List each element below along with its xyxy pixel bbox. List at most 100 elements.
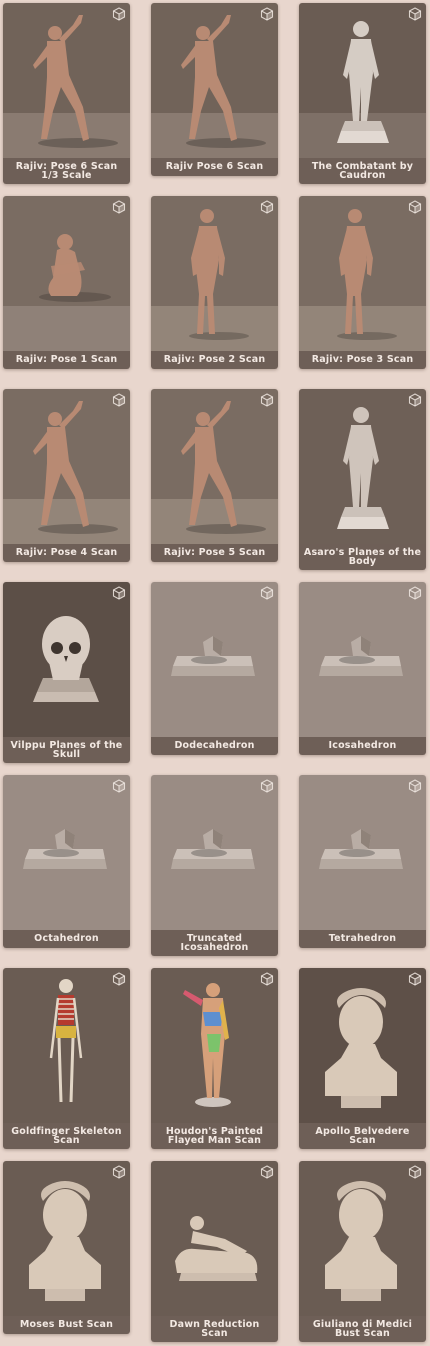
- model-title: Asaro's Planes of the Body: [299, 544, 426, 570]
- model-thumbnail: [299, 582, 426, 737]
- model-card[interactable]: Rajiv: Pose 5 Scan: [151, 389, 278, 562]
- model-preview: [3, 3, 130, 158]
- model-card[interactable]: Giuliano di Medici Bust Scan: [299, 1161, 426, 1342]
- model-card[interactable]: Asaro's Planes of the Body: [299, 389, 426, 570]
- model-card[interactable]: Icosahedron: [299, 582, 426, 755]
- model-thumbnail: [151, 968, 278, 1123]
- cube-icon: [408, 972, 422, 986]
- model-thumbnail: [151, 1161, 278, 1316]
- model-card[interactable]: Vilppu Planes of the Skull: [3, 582, 130, 763]
- model-card[interactable]: Truncated Icosahedron: [151, 775, 278, 956]
- model-preview: [3, 775, 130, 930]
- model-title: Rajiv: Pose 1 Scan: [3, 351, 130, 369]
- model-card[interactable]: Apollo Belvedere Scan: [299, 968, 426, 1149]
- model-title: Dodecahedron: [151, 737, 278, 755]
- model-preview: [299, 968, 426, 1123]
- cube-icon: [112, 393, 126, 407]
- model-preview: [299, 3, 426, 158]
- model-title: Rajiv: Pose 5 Scan: [151, 544, 278, 562]
- model-card[interactable]: The Combatant by Caudron: [299, 3, 426, 184]
- model-card[interactable]: Rajiv Pose 6 Scan: [151, 3, 278, 176]
- model-title: Rajiv: Pose 2 Scan: [151, 351, 278, 369]
- model-thumbnail: [151, 775, 278, 930]
- model-preview: [3, 582, 130, 737]
- model-title: Giuliano di Medici Bust Scan: [299, 1316, 426, 1342]
- model-thumbnail: [299, 775, 426, 930]
- model-title: Icosahedron: [299, 737, 426, 755]
- cube-icon: [408, 779, 422, 793]
- cube-icon: [112, 7, 126, 21]
- cube-icon: [260, 586, 274, 600]
- model-card[interactable]: Rajiv: Pose 6 Scan 1/3 Scale: [3, 3, 130, 184]
- cube-icon: [408, 1165, 422, 1179]
- cube-icon: [112, 200, 126, 214]
- model-preview: [3, 196, 130, 351]
- model-thumbnail: [299, 1161, 426, 1316]
- model-card[interactable]: Tetrahedron: [299, 775, 426, 948]
- model-card[interactable]: Octahedron: [3, 775, 130, 948]
- model-card[interactable]: Rajiv: Pose 2 Scan: [151, 196, 278, 369]
- model-preview: [151, 3, 278, 158]
- model-thumbnail: [151, 3, 278, 158]
- model-title: Rajiv: Pose 3 Scan: [299, 351, 426, 369]
- cube-icon: [408, 7, 422, 21]
- model-card[interactable]: Goldfinger Skeleton Scan: [3, 968, 130, 1149]
- cube-icon: [112, 1165, 126, 1179]
- model-card[interactable]: Dodecahedron: [151, 582, 278, 755]
- cube-icon: [260, 972, 274, 986]
- model-preview: [151, 196, 278, 351]
- cube-icon: [260, 779, 274, 793]
- cube-icon: [408, 200, 422, 214]
- model-preview: [299, 775, 426, 930]
- model-preview: [3, 1161, 130, 1316]
- model-title: Rajiv: Pose 6 Scan 1/3 Scale: [3, 158, 130, 184]
- model-title: Tetrahedron: [299, 930, 426, 948]
- model-thumbnail: [3, 775, 130, 930]
- model-title: Rajiv: Pose 4 Scan: [3, 544, 130, 562]
- model-card[interactable]: Rajiv: Pose 1 Scan: [3, 196, 130, 369]
- cube-icon: [260, 7, 274, 21]
- model-thumbnail: [3, 968, 130, 1123]
- model-thumbnail: [3, 389, 130, 544]
- model-card[interactable]: Dawn Reduction Scan: [151, 1161, 278, 1342]
- model-card[interactable]: Moses Bust Scan: [3, 1161, 130, 1334]
- model-title: Rajiv Pose 6 Scan: [151, 158, 278, 176]
- model-title: Moses Bust Scan: [3, 1316, 130, 1334]
- model-preview: [151, 968, 278, 1123]
- cube-icon: [112, 779, 126, 793]
- model-title: Vilppu Planes of the Skull: [3, 737, 130, 763]
- model-preview: [151, 1161, 278, 1316]
- model-title: Houdon's Painted Flayed Man Scan: [151, 1123, 278, 1149]
- model-thumbnail: [151, 582, 278, 737]
- model-preview: [299, 1161, 426, 1316]
- cube-icon: [260, 393, 274, 407]
- model-preview: [151, 389, 278, 544]
- model-thumbnail: [151, 196, 278, 351]
- cube-icon: [408, 393, 422, 407]
- model-title: Truncated Icosahedron: [151, 930, 278, 956]
- model-thumbnail: [3, 3, 130, 158]
- model-thumbnail: [3, 1161, 130, 1316]
- model-card[interactable]: Houdon's Painted Flayed Man Scan: [151, 968, 278, 1149]
- model-thumbnail: [3, 196, 130, 351]
- cube-icon: [408, 586, 422, 600]
- model-thumbnail: [299, 389, 426, 544]
- model-preview: [299, 582, 426, 737]
- cube-icon: [112, 586, 126, 600]
- model-title: Dawn Reduction Scan: [151, 1316, 278, 1342]
- model-preview: [151, 582, 278, 737]
- cube-icon: [112, 972, 126, 986]
- model-title: Octahedron: [3, 930, 130, 948]
- model-card[interactable]: Rajiv: Pose 3 Scan: [299, 196, 426, 369]
- model-preview: [299, 389, 426, 544]
- model-preview: [299, 196, 426, 351]
- model-preview: [3, 389, 130, 544]
- cube-icon: [260, 1165, 274, 1179]
- model-title: Apollo Belvedere Scan: [299, 1123, 426, 1149]
- model-thumbnail: [299, 968, 426, 1123]
- model-title: The Combatant by Caudron: [299, 158, 426, 184]
- model-preview: [3, 968, 130, 1123]
- model-thumbnail: [151, 389, 278, 544]
- model-card[interactable]: Rajiv: Pose 4 Scan: [3, 389, 130, 562]
